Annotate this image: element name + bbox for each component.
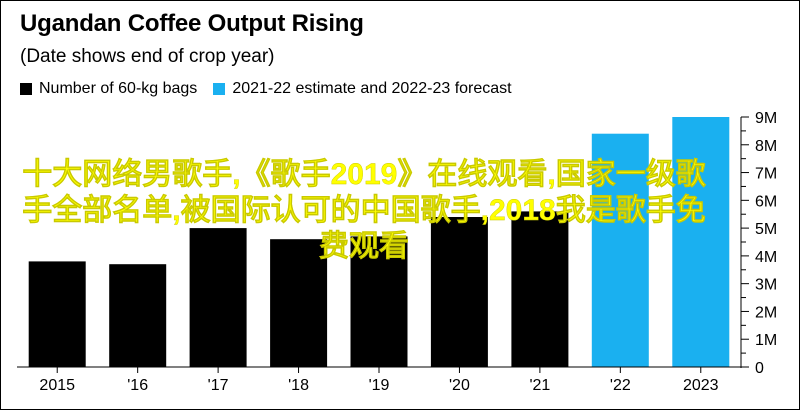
bar-0-6	[511, 211, 569, 367]
y-tick-label: 3M	[755, 277, 777, 294]
x-tick-label: 2015	[39, 377, 75, 394]
y-tick-label: 5M	[755, 221, 777, 238]
bar-1-7	[591, 133, 649, 367]
x-tick-label: '20	[449, 377, 470, 394]
bar-0-0	[28, 261, 86, 367]
x-tick-label: '17	[208, 377, 229, 394]
chart-subtitle: (Date shows end of crop year)	[20, 46, 275, 67]
y-tick-label: 9M	[755, 110, 777, 127]
x-tick-label: '18	[288, 377, 309, 394]
legend-item-forecast: 2021-22 estimate and 2022-23 forecast	[213, 80, 512, 98]
bar-0-2	[189, 228, 247, 367]
x-tick-label: '16	[127, 377, 148, 394]
chart-legend: Number of 60-kg bags 2021-22 estimate an…	[20, 80, 528, 98]
legend-item-bags: Number of 60-kg bags	[20, 80, 197, 98]
bar-0-5	[430, 217, 488, 367]
legend-swatch-bags	[20, 83, 32, 95]
bar-0-3	[270, 239, 328, 367]
y-tick-label: 4M	[755, 249, 777, 266]
y-tick-label: 6M	[755, 193, 777, 210]
overlay-watermark-text: 十大网络男歌手,《歌手2019》在线观看,国家一级歌手全部名单,被国际认可的中国…	[22, 158, 706, 263]
bar-0-4	[350, 236, 408, 367]
y-tick-label: 8M	[755, 138, 777, 155]
legend-swatch-forecast	[213, 83, 226, 95]
legend-label-forecast: 2021-22 estimate and 2022-23 forecast	[232, 80, 512, 97]
x-tick-label: '19	[369, 377, 390, 394]
y-tick-label: 7M	[755, 166, 777, 183]
x-tick-label: 2023	[683, 377, 719, 394]
y-tick-label: 2M	[755, 304, 777, 321]
x-tick-label: '22	[610, 377, 631, 394]
bar-0-1	[109, 264, 167, 367]
bar-1-8	[672, 117, 730, 367]
legend-label-bags: Number of 60-kg bags	[39, 80, 198, 97]
y-tick-label: 1M	[755, 332, 777, 349]
x-tick-label: '21	[529, 377, 550, 394]
chart-title: Ugandan Coffee Output Rising	[20, 10, 364, 37]
y-tick-label: 0	[755, 360, 764, 377]
